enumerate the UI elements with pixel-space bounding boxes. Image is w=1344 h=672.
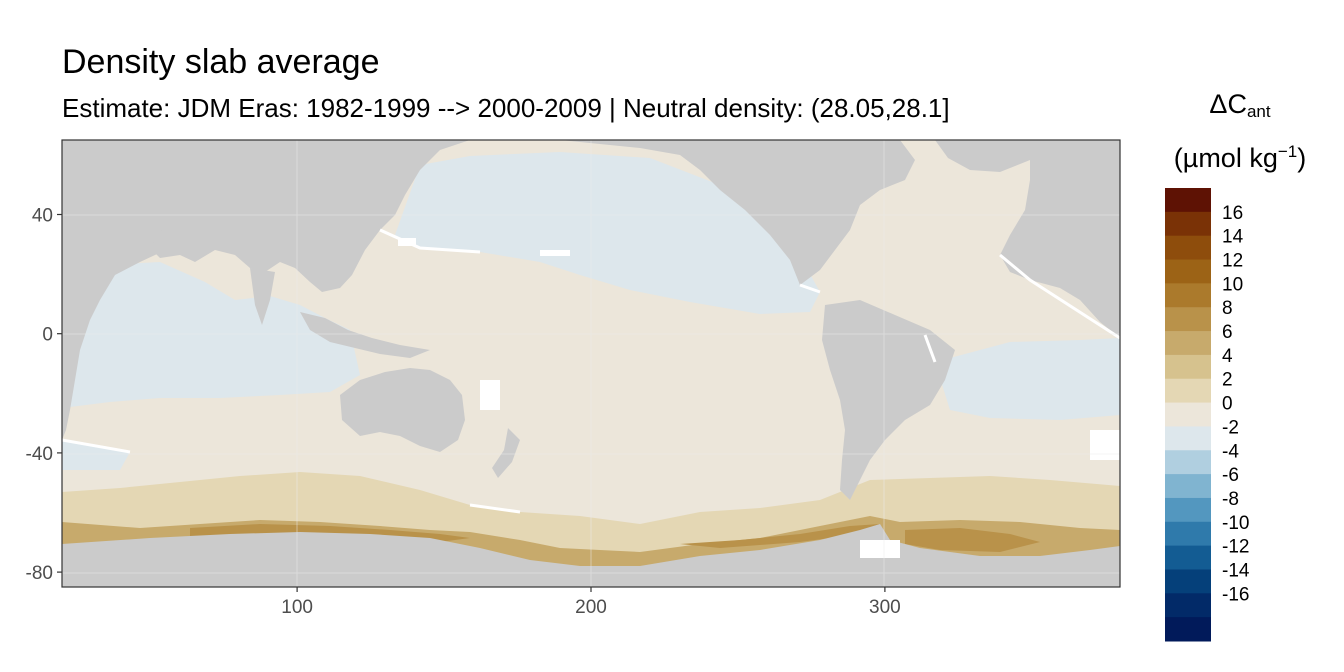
region-southern-brown-2 [680,524,880,548]
region-north-pacific-blue [395,152,820,314]
legend-label: 12 [1222,251,1243,272]
legend-label: 10 [1222,274,1243,295]
legend-swatch [1165,283,1211,308]
chart-subtitle: Estimate: JDM Eras: 1982-1999 --> 2000-2… [62,93,950,123]
no-data-patch-tasman [480,380,500,410]
legend-swatch [1165,331,1211,356]
y-axis: 40 0 -40 -80 [26,206,62,584]
legend-title: ΔCant [1209,89,1271,121]
new-zealand-land [492,428,520,478]
legend-swatch [1165,426,1211,451]
chart-title: Density slab average [62,43,380,81]
x-tick-label: 300 [869,597,901,618]
legend-swatch [1165,497,1211,523]
legend-swatch [1165,474,1211,499]
australia-land [340,368,465,452]
legend-label: 8 [1222,298,1233,319]
y-tick-label: -80 [26,563,53,584]
no-data-patch [398,238,416,246]
legend-label: 16 [1222,203,1243,224]
asia-land [150,140,470,292]
legend-label: -12 [1222,537,1249,558]
legend-swatch [1165,235,1211,261]
legend-label: -6 [1222,465,1239,486]
legend-label: -10 [1222,513,1249,534]
x-axis: 100 200 300 [281,587,901,618]
gridlines [62,140,1120,587]
legend-swatch [1165,307,1211,332]
legend-label: -16 [1222,584,1249,605]
legend-swatch [1165,569,1211,594]
legend-swatch [1165,354,1211,380]
no-data-patch-drake [860,540,900,558]
coastline-no-data [62,228,1120,514]
y-tick-label: 40 [32,206,53,227]
legend-swatch [1165,521,1211,547]
legend-unit: (µmol kg−1) [1173,142,1307,173]
legend-label: 6 [1222,322,1233,343]
legend-label: 2 [1222,370,1233,391]
legend-swatch [1165,259,1211,284]
indonesia-land [300,312,430,358]
no-data-patch-pacific [540,250,570,256]
india-land [250,268,275,325]
y-tick-label: -40 [26,444,53,465]
x-tick-label: 100 [281,597,313,618]
no-data-patch-south-atlantic [1090,430,1120,460]
legend-swatch [1165,378,1211,404]
legend-label: -8 [1222,489,1239,510]
legend-label: -4 [1222,441,1239,462]
legend-label: -14 [1222,560,1250,581]
south-america-land [822,300,955,500]
region-weddell-brown [905,528,1040,552]
legend-swatch [1165,450,1211,475]
legend-label: 14 [1222,227,1244,248]
legend-label: 0 [1222,394,1233,415]
legend-swatch [1165,593,1211,618]
legend-label: -2 [1222,417,1239,438]
europe-africa-east-land [1000,140,1120,338]
x-tick-label: 200 [575,597,607,618]
region-indian-ocean-blue [62,262,360,408]
legend-swatch [1165,617,1211,642]
north-america-land [560,140,915,285]
legend-swatch [1165,402,1211,427]
region-atlantic-blue [935,338,1120,420]
legend-swatch [1165,211,1211,237]
antarctica-land [62,524,1120,587]
legend-label: 4 [1222,346,1233,367]
legend-swatch [1165,188,1211,213]
legend-swatch [1165,545,1211,570]
y-tick-label: 0 [42,325,53,346]
region-south-indian-blue [62,440,130,470]
greenland-land [935,140,1040,172]
